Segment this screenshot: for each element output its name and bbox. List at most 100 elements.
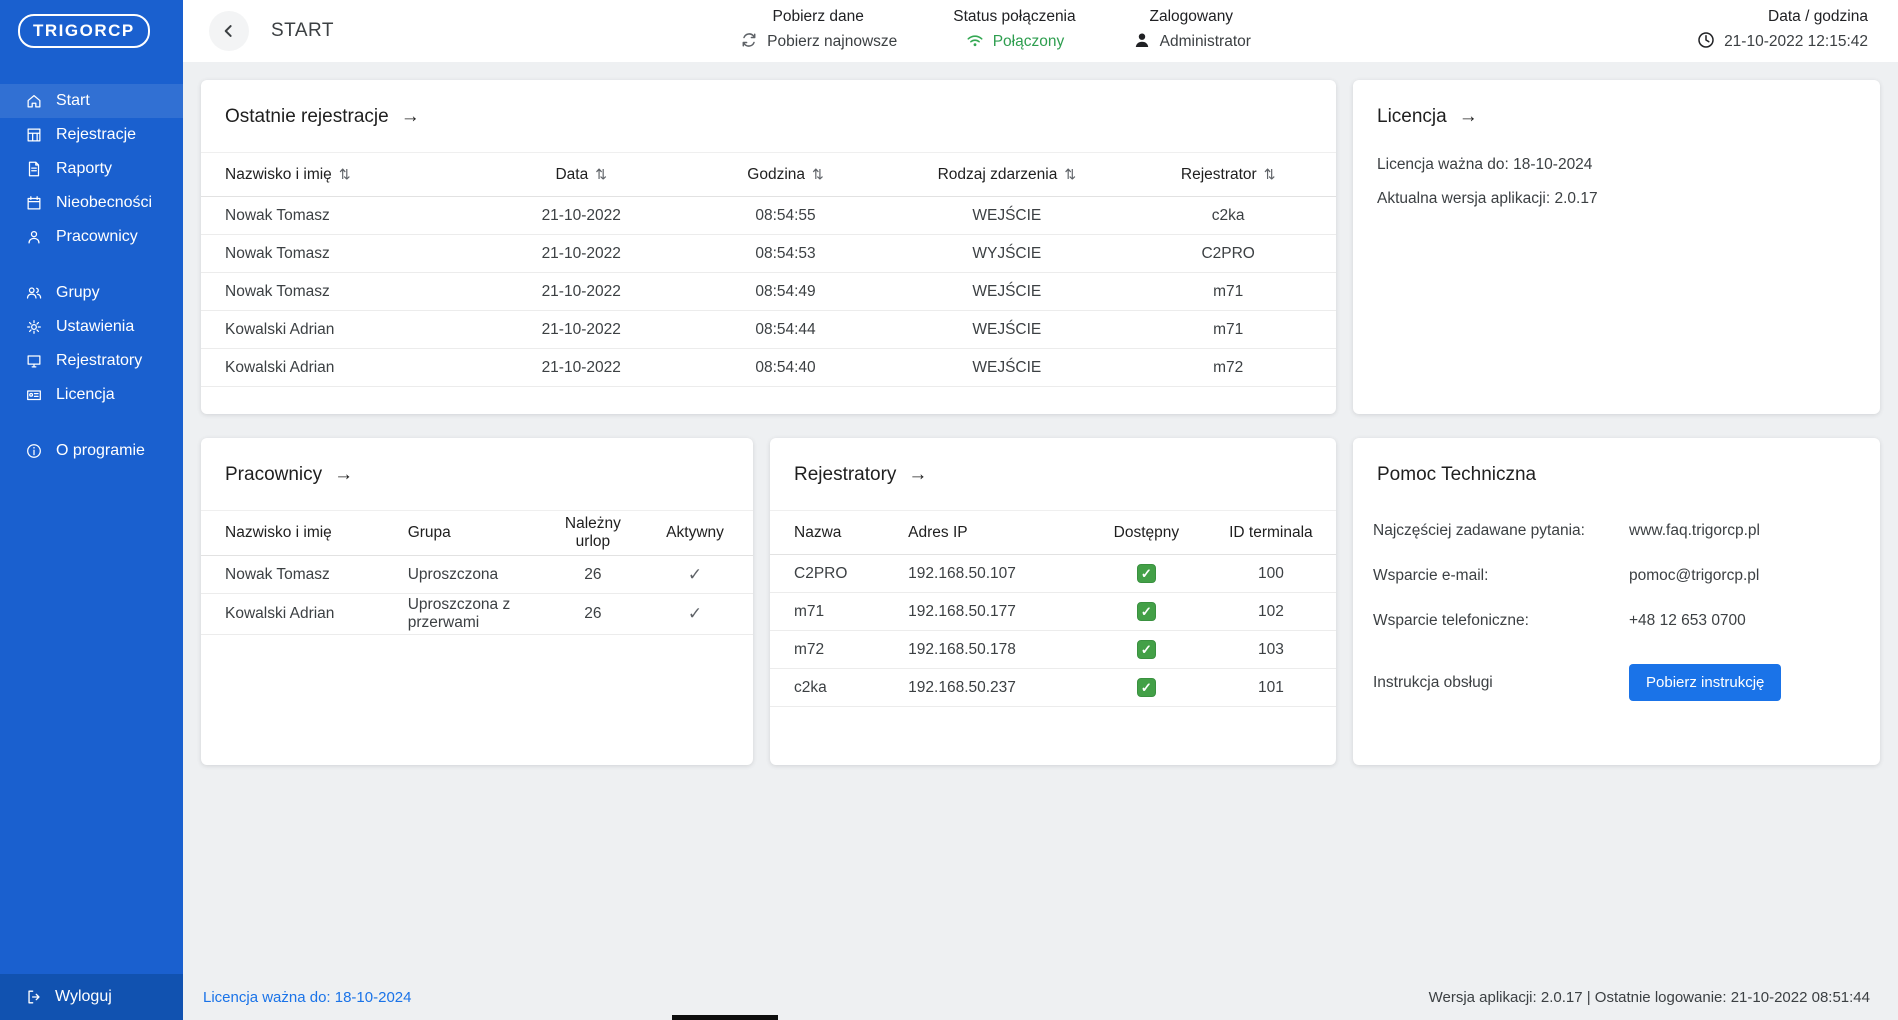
download-data-group: Pobierz dane Pobierz najnowsze: [739, 8, 897, 55]
col-header-id-terminala: ID terminala: [1206, 511, 1336, 555]
col-label: Nazwisko i imię: [225, 166, 332, 183]
check-icon: ✓: [1141, 680, 1152, 696]
wifi-icon: [965, 30, 985, 55]
col-header-nazwa: Nazwa: [770, 511, 900, 555]
card-title-row: Rejestratory →: [770, 464, 1336, 486]
cell-available: ✓: [1087, 669, 1206, 707]
cell-group: Uproszczona: [400, 556, 549, 594]
cell-terminal-id: 100: [1206, 555, 1336, 593]
footer: Licencja ważna do: 18-10-2024 Wersja apl…: [183, 974, 1898, 1020]
table-header-row: Nazwisko i imię Grupa Należny urlop Akty…: [201, 511, 753, 556]
cell-recorder: c2ka: [1120, 197, 1336, 235]
col-label: Rodzaj zdarzenia: [938, 166, 1058, 183]
col-label: Data: [555, 166, 588, 183]
card-title: Rejestratory: [794, 464, 896, 486]
col-header-data[interactable]: Data ⇅: [485, 153, 678, 197]
support-row: Najczęściej zadawane pytania: www.faq.tr…: [1353, 522, 1880, 540]
datetime-text: 21-10-2022 12:15:42: [1724, 33, 1868, 51]
cell-event: WYJŚCIE: [893, 235, 1120, 273]
download-manual-button[interactable]: Pobierz instrukcję: [1629, 664, 1781, 701]
sidebar-item-label: Pracownicy: [56, 228, 138, 246]
cell-ip: 192.168.50.177: [900, 593, 1087, 631]
download-data-label: Pobierz dane: [773, 8, 864, 26]
sidebar-item-ustawienia[interactable]: Ustawienia: [0, 310, 183, 344]
table-row: Nowak Tomasz 21-10-2022 08:54:49 WEJŚCIE…: [201, 273, 1336, 311]
datetime-group: Data / godzina 21-10-2022 12:15:42: [1696, 8, 1868, 55]
col-header-nazwisko[interactable]: Nazwisko i imię ⇅: [201, 153, 485, 197]
sort-icon[interactable]: ⇅: [812, 166, 824, 182]
table-row: Kowalski Adrian Uproszczona z przerwami …: [201, 594, 753, 635]
col-header-godzina[interactable]: Godzina⇅: [678, 153, 894, 197]
manual-label: Instrukcja obsługi: [1373, 674, 1629, 692]
table-header-row: Nazwa Adres IP Dostępny ID terminala: [770, 511, 1336, 555]
cell-name: Nowak Tomasz: [201, 197, 485, 235]
col-header-rodzaj[interactable]: Rodzaj zdarzenia ⇅: [893, 153, 1120, 197]
sidebar-main-group: Start Rejestracje Raporty Nieobecności P…: [0, 84, 183, 254]
sort-icon[interactable]: ⇅: [595, 166, 607, 182]
connection-status-value: Połączony: [965, 30, 1065, 55]
cell-event: WEJŚCIE: [893, 349, 1120, 387]
terminal-icon: [25, 352, 43, 370]
download-latest-button[interactable]: Pobierz najnowsze: [739, 30, 897, 55]
cell-terminal-id: 102: [1206, 593, 1336, 631]
card-title: Ostatnie rejestracje: [225, 106, 389, 128]
page-title: START: [271, 20, 334, 42]
card-title-row: Ostatnie rejestracje →: [201, 106, 1336, 128]
sidebar-item-label: Rejestracje: [56, 126, 136, 144]
sidebar-item-label: Ustawienia: [56, 318, 134, 336]
sidebar-item-start[interactable]: Start: [0, 84, 183, 118]
sidebar-item-nieobecnosci[interactable]: Nieobecności: [0, 186, 183, 220]
sidebar-item-licencja[interactable]: Licencja: [0, 378, 183, 412]
sort-icon[interactable]: ⇅: [1064, 166, 1076, 182]
sidebar: TRIGORCP Start Rejestracje Raporty Nieob…: [0, 0, 183, 1020]
table-header-row: Nazwisko i imię ⇅ Data ⇅ Godzina⇅ Rodzaj z…: [201, 153, 1336, 197]
report-icon: [25, 160, 43, 178]
license-card: Licencja → Licencja ważna do: 18-10-2024…: [1353, 80, 1880, 414]
sidebar-item-raporty[interactable]: Raporty: [0, 152, 183, 186]
download-latest-label: Pobierz najnowsze: [767, 33, 897, 51]
cell-recorder: m71: [1120, 273, 1336, 311]
cell-leave: 26: [549, 556, 637, 594]
arrow-right-icon[interactable]: →: [908, 464, 927, 486]
grid-icon: [25, 126, 43, 144]
logout-button[interactable]: Wyloguj: [0, 974, 183, 1020]
cell-available: ✓: [1087, 631, 1206, 669]
available-checkbox-icon: ✓: [1137, 602, 1156, 621]
sidebar-item-rejestracje[interactable]: Rejestracje: [0, 118, 183, 152]
app-logo[interactable]: TRIGORCP: [18, 14, 150, 48]
check-icon: ✓: [1141, 604, 1152, 620]
sort-icon[interactable]: ⇅: [1264, 166, 1276, 182]
col-header-adres-ip: Adres IP: [900, 511, 1087, 555]
sidebar-item-label: Start: [56, 92, 90, 110]
cell-name: m71: [770, 593, 900, 631]
col-header-rejestrator[interactable]: Rejestrator⇅: [1120, 153, 1336, 197]
sidebar-item-grupy[interactable]: Grupy: [0, 276, 183, 310]
sidebar-item-rejestratory[interactable]: Rejestratory: [0, 344, 183, 378]
card-title-row: Pracownicy →: [201, 464, 753, 486]
col-header-urlop: Należny urlop: [549, 511, 637, 556]
arrow-right-icon[interactable]: →: [401, 106, 420, 128]
available-checkbox-icon: ✓: [1137, 564, 1156, 583]
sidebar-item-label: Raporty: [56, 160, 112, 178]
cell-ip: 192.168.50.237: [900, 669, 1087, 707]
person-icon: [25, 228, 43, 246]
back-button[interactable]: [209, 11, 249, 51]
support-faq-value[interactable]: www.faq.trigorcp.pl: [1629, 522, 1760, 540]
card-title-row: Pomoc Techniczna: [1353, 464, 1880, 486]
support-label: Wsparcie e-mail:: [1373, 567, 1629, 585]
arrow-right-icon[interactable]: →: [1459, 106, 1478, 128]
logged-user-value: Administrator: [1132, 30, 1251, 55]
datetime-value: 21-10-2022 12:15:42: [1696, 30, 1868, 55]
table-row: Kowalski Adrian 21-10-2022 08:54:44 WEJŚ…: [201, 311, 1336, 349]
sidebar-item-o-programie[interactable]: O programie: [0, 434, 183, 468]
cell-event: WEJŚCIE: [893, 311, 1120, 349]
sidebar-item-pracownicy[interactable]: Pracownicy: [0, 220, 183, 254]
logout-label: Wyloguj: [55, 988, 112, 1006]
arrow-right-icon[interactable]: →: [334, 464, 353, 486]
people-icon: [25, 284, 43, 302]
gear-icon: [25, 318, 43, 336]
support-email-value[interactable]: pomoc@trigorcp.pl: [1629, 567, 1759, 585]
cell-recorder: m71: [1120, 311, 1336, 349]
cell-time: 08:54:44: [678, 311, 894, 349]
sort-icon[interactable]: ⇅: [339, 166, 351, 182]
